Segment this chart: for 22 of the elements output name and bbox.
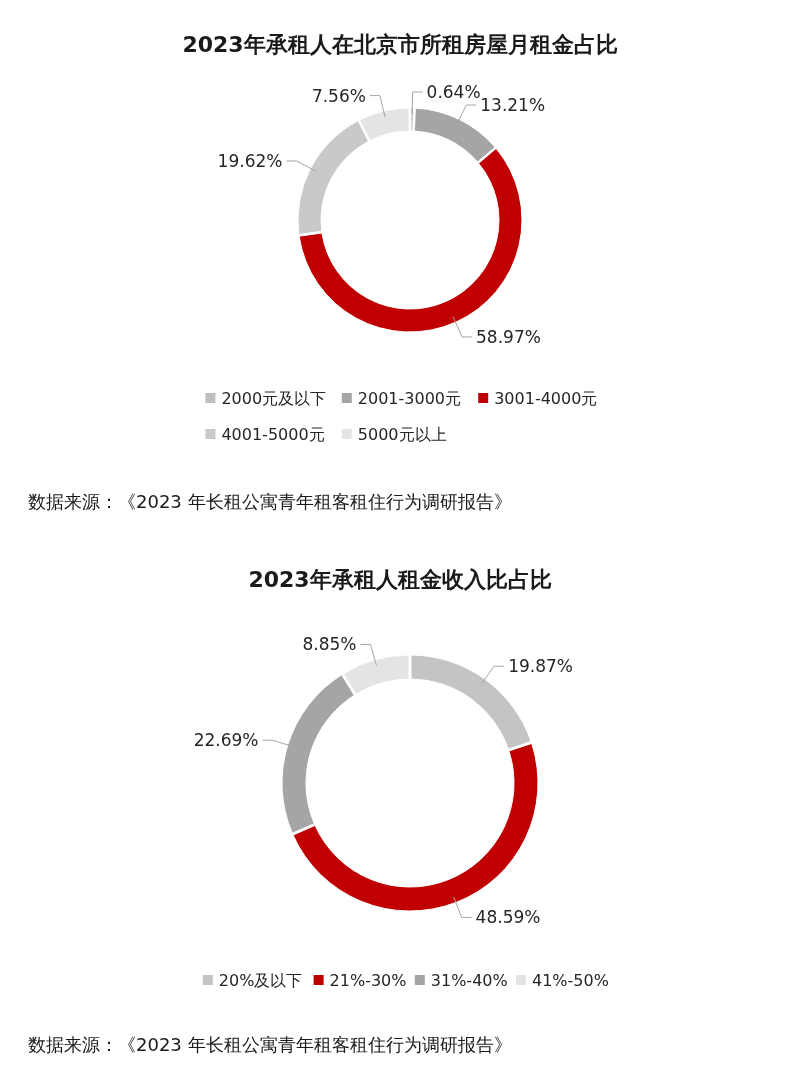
chart-title: 2023年承租人在北京市所租房屋月租金占比 xyxy=(182,32,618,57)
legend-label: 3001-4000元 xyxy=(494,388,598,408)
data-label: 58.97% xyxy=(476,326,541,347)
data-label: 8.85% xyxy=(302,634,357,655)
legend-label: 41%-50% xyxy=(532,970,609,990)
legend-label: 5000元以上 xyxy=(357,424,447,444)
legend-label: 4001-5000元 xyxy=(221,424,325,444)
legend-label: 20%及以下 xyxy=(218,970,303,990)
data-label: 19.62% xyxy=(217,150,283,171)
data-label: 13.21% xyxy=(480,94,546,115)
source-note: 数据来源：《2023 年长租公寓青年租客租住行为调研报告》 xyxy=(28,1034,512,1055)
legend-label: 2001-3000元 xyxy=(357,388,462,408)
legend-label: 2000元及以下 xyxy=(221,388,327,408)
chart-title: 2023年承租人租金收入比占比 xyxy=(248,567,552,592)
legend-label: 31%-40% xyxy=(430,970,508,990)
data-label: 0.64% xyxy=(426,81,481,102)
data-label: 7.56% xyxy=(311,85,366,106)
data-label: 48.59% xyxy=(475,907,541,928)
source-note: 数据来源：《2023 年长租公寓青年租客租住行为调研报告》 xyxy=(28,491,512,512)
legend-label: 21%-30% xyxy=(329,970,407,990)
data-label: 19.87% xyxy=(508,656,573,677)
data-label: 22.69% xyxy=(193,730,259,751)
